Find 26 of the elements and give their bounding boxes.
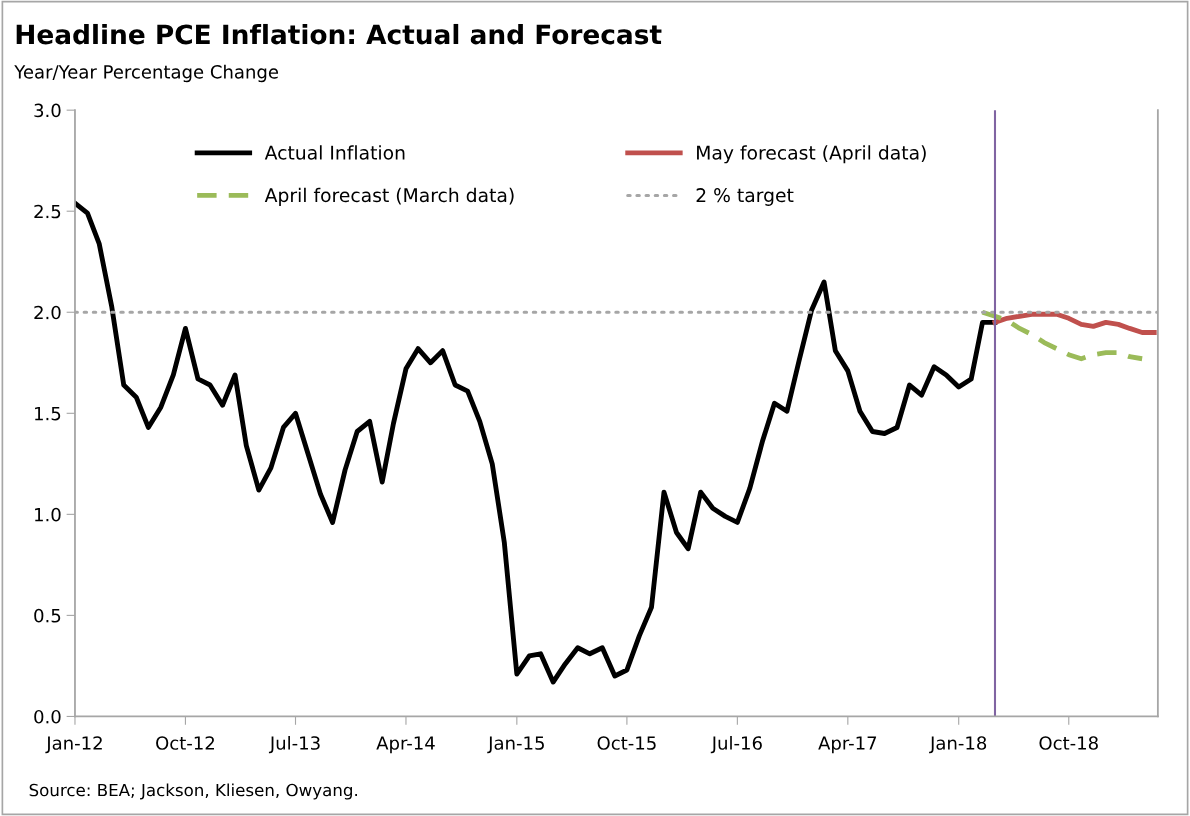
y-tick-label: 2.0 [34, 305, 61, 320]
y-tick-label: 3.0 [34, 103, 61, 118]
legend-label: 2 % target [696, 188, 794, 206]
y-tick-label: 0.5 [34, 608, 61, 623]
legend-label: April forecast (March data) [264, 187, 514, 206]
x-tick-label: Apr-17 [818, 736, 877, 754]
x-tick-label: Apr-14 [376, 736, 435, 754]
line-series [980, 309, 1145, 362]
chart-title: Headline PCE Inflation: Actual and Forecast [16, 23, 662, 45]
line-series [992, 311, 1157, 335]
x-tick-label: Jan-18 [929, 736, 987, 754]
y-tick-label: 0.0 [34, 709, 61, 724]
y-tick-label: 1.0 [35, 507, 61, 522]
x-tick-label: Oct-18 [1039, 736, 1098, 750]
y-tick-label: 2.5 [34, 204, 61, 219]
x-tick-label: Oct-15 [597, 736, 656, 750]
x-tick-label: Jul-13 [268, 735, 320, 754]
x-tick-label: Jan-12 [45, 736, 102, 754]
x-tick-label: Jul-16 [710, 735, 762, 754]
chart-subtitle: Year/Year Percentage Change [14, 64, 279, 83]
legend-label: Actual Inflation [264, 145, 405, 160]
legend-label: May forecast (April data) [697, 145, 926, 164]
source-note: Source: BEA; Jackson, Kliesen, Owyang. [29, 783, 357, 800]
x-tick-label: Jan-15 [487, 736, 544, 754]
y-tick-label: 1.5 [35, 407, 61, 421]
x-tick-label: Oct-12 [156, 736, 214, 750]
